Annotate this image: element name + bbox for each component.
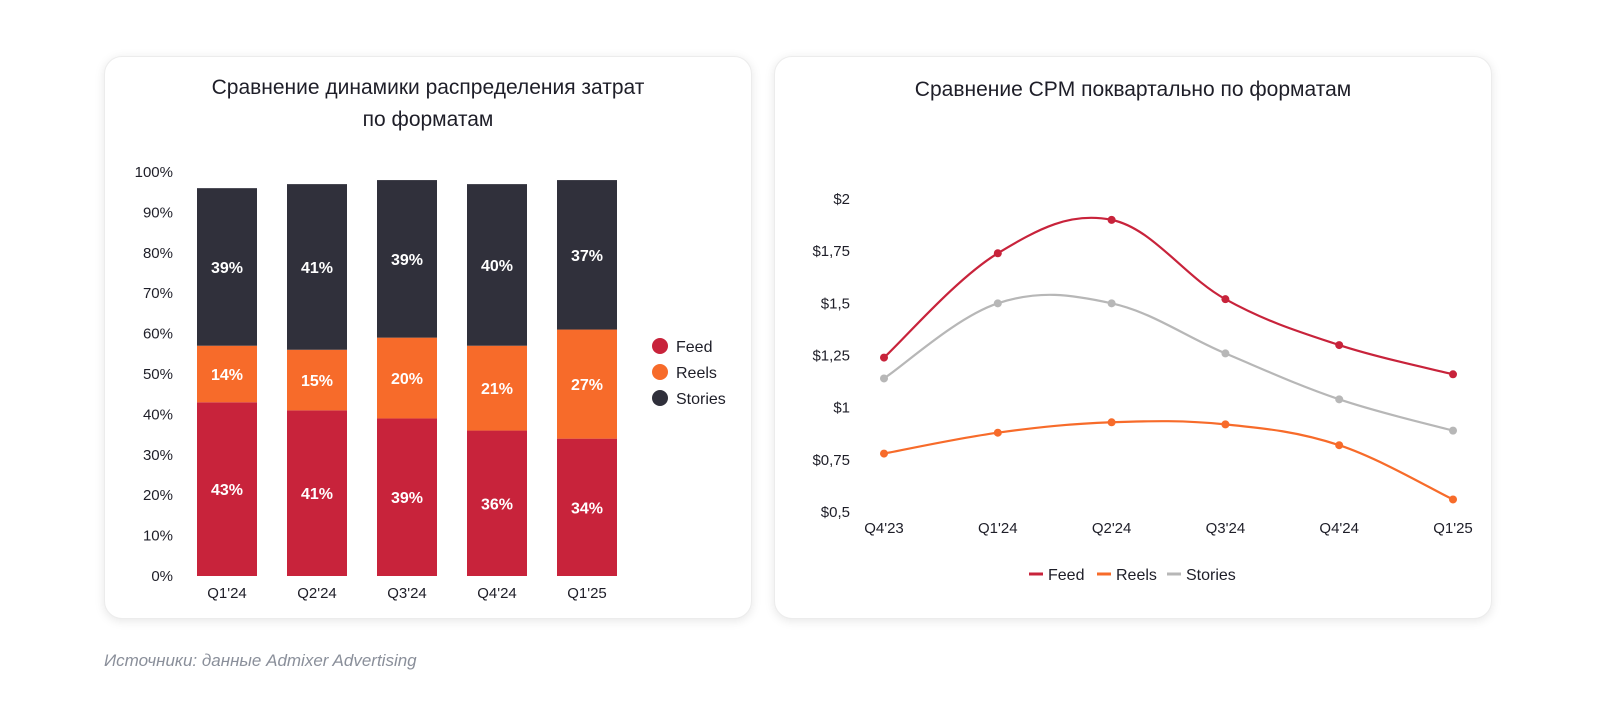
x-tick-label: Q1'25 <box>1433 520 1473 537</box>
bar-segment-feed <box>467 430 527 576</box>
bar-segment-reels <box>467 345 527 431</box>
bar-segment-stories <box>557 180 617 330</box>
y-tick-label: 50% <box>143 366 173 383</box>
legend-label-stories: Stories <box>676 391 726 408</box>
bar-segment-feed <box>377 418 437 576</box>
x-tick-label: Q4'23 <box>864 520 904 537</box>
legend-label-reels: Reels <box>1116 567 1157 584</box>
data-point-stories <box>1107 299 1116 308</box>
bar-segment-feed <box>197 402 257 576</box>
bar-value-label: 36% <box>481 496 513 513</box>
y-tick-label: $1,5 <box>821 295 850 312</box>
data-point-stories <box>880 374 888 383</box>
x-tick-label: Q4'24 <box>477 585 517 602</box>
x-tick-label: Q2'24 <box>1092 520 1132 537</box>
bar-value-label: 41% <box>301 260 333 277</box>
bar-value-label: 37% <box>571 248 603 265</box>
data-point-reels <box>880 449 888 458</box>
y-tick-label: 20% <box>143 487 173 504</box>
spend-distribution-card: Сравнение динамики распределения затрат … <box>104 56 752 619</box>
y-tick-label: 30% <box>143 447 173 464</box>
y-tick-label: $1 <box>833 400 850 417</box>
legend-label-feed: Feed <box>1048 567 1084 584</box>
legend-marker-reels <box>652 364 668 380</box>
x-tick-label: Q1'24 <box>978 520 1018 537</box>
bar-value-label: 21% <box>481 381 513 398</box>
data-point-reels <box>1335 441 1344 450</box>
bar-value-label: 43% <box>211 482 243 499</box>
data-point-stories <box>993 299 1002 308</box>
bar-value-label: 20% <box>391 371 423 388</box>
y-tick-label: 70% <box>143 285 173 302</box>
x-tick-label: Q4'24 <box>1319 520 1359 537</box>
y-tick-label: 90% <box>143 204 173 221</box>
y-tick-label: $0,75 <box>812 452 850 469</box>
y-tick-label: $0,5 <box>821 504 850 521</box>
data-point-stories <box>1221 349 1230 358</box>
data-point-feed <box>1335 341 1344 350</box>
bar-segment-feed <box>287 410 347 576</box>
cpm-card: Сравнение CPM поквартально по форматам $… <box>774 56 1492 619</box>
series-line-reels <box>883 420 1454 501</box>
legend-label-reels: Reels <box>676 365 717 382</box>
x-tick-label: Q1'25 <box>567 585 607 602</box>
data-point-feed <box>993 249 1002 258</box>
title-line-1: Сравнение динамики распределения затрат <box>211 76 645 99</box>
source-note: Источники: данные Admixer Advertising <box>104 651 417 670</box>
y-tick-label: 10% <box>143 528 173 545</box>
cpm-line-chart: $0,5 $0,75 $1 $1,25 $1,5 $1,75 $2 Q4'23 Q1'24 Q2'… <box>812 191 1473 584</box>
bar-value-label: 15% <box>301 373 333 390</box>
data-point-stories <box>1335 395 1344 404</box>
x-tick-label: Q2'24 <box>297 585 337 602</box>
series-line-feed <box>883 216 1454 376</box>
data-point-feed <box>1107 215 1116 224</box>
data-point-feed <box>880 353 888 362</box>
x-tick-label: Q1'24 <box>207 585 247 602</box>
data-point-reels <box>1449 495 1457 504</box>
bar-value-label: 14% <box>211 367 243 384</box>
bar-segment-stories <box>467 184 527 346</box>
data-point-feed <box>1221 295 1230 304</box>
bar-value-label: 34% <box>571 500 603 517</box>
y-tick-label: $1,75 <box>812 243 850 260</box>
x-tick-label: Q3'24 <box>387 585 427 602</box>
y-tick-label: 60% <box>143 326 173 343</box>
bar-value-label: 40% <box>481 258 513 275</box>
data-point-reels <box>993 428 1002 437</box>
y-tick-label: 0% <box>151 568 173 585</box>
legend-label-feed: Feed <box>676 339 712 356</box>
title-line-2: по форматам <box>362 108 494 131</box>
data-point-reels <box>1221 420 1230 429</box>
legend-marker-feed <box>652 338 668 354</box>
spend-distribution-title: Сравнение динамики распределения затрат … <box>105 72 751 136</box>
data-point-feed <box>1449 370 1457 379</box>
bar-value-label: 39% <box>211 260 243 277</box>
bar-segment-stories <box>287 184 347 350</box>
bar-segment-reels <box>287 349 347 411</box>
bar-segment-stories <box>377 180 437 338</box>
bar-value-label: 39% <box>391 252 423 269</box>
cpm-title: Сравнение CPM поквартально по форматам <box>775 74 1491 106</box>
legend-marker-stories <box>652 390 668 406</box>
y-tick-label: $1,25 <box>812 348 850 365</box>
bar-segment-reels <box>377 337 437 419</box>
bar-value-label: 41% <box>301 486 333 503</box>
bar-value-label: 39% <box>391 490 423 507</box>
bar-segment-reels <box>197 345 257 403</box>
stacked-bar-chart: 0% 10% 20% 30% 40% 50% 60% 70% 80% 90% 100% 43% 14% 3… <box>135 164 726 602</box>
y-tick-label: 40% <box>143 406 173 423</box>
legend-label-stories: Stories <box>1186 567 1236 584</box>
bar-segment-stories <box>197 188 257 346</box>
y-tick-label: 100% <box>135 164 173 181</box>
title-line-1: Сравнение CPM поквартально по форматам <box>914 78 1352 101</box>
data-point-reels <box>1107 418 1116 427</box>
bar-value-label: 27% <box>571 377 603 394</box>
series-line-stories <box>883 293 1454 432</box>
x-tick-label: Q3'24 <box>1206 520 1246 537</box>
bar-segment-feed <box>557 438 617 576</box>
y-tick-label: $2 <box>833 191 850 208</box>
y-tick-label: 80% <box>143 245 173 262</box>
data-point-stories <box>1449 426 1457 435</box>
bar-segment-reels <box>557 329 617 439</box>
